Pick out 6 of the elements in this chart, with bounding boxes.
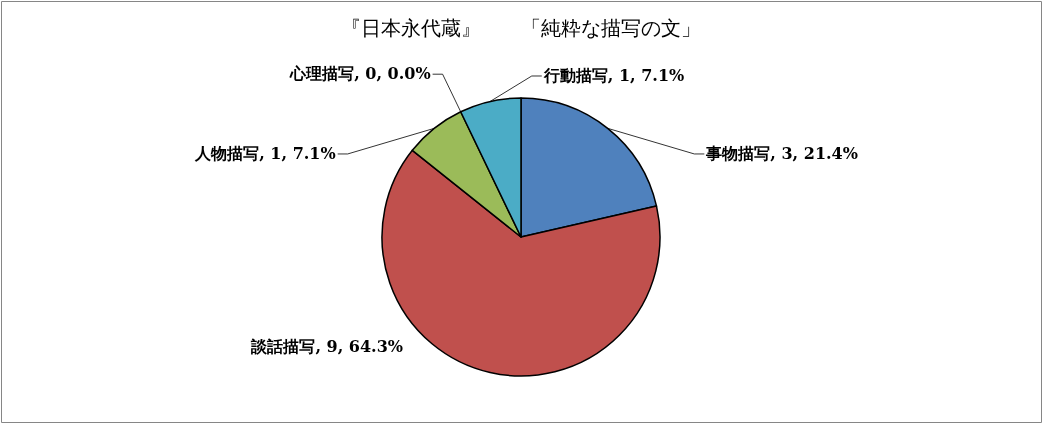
chart-title: 『日本永代蔵』 「純粋な描写の文」 [341,16,701,40]
category-label: 心理描写, 0, 0.0% [290,64,431,84]
slice-label: 談話描写, 9, 64.3% [250,337,404,356]
slice-label: 事物描写, 3, 21.4% [705,143,858,163]
slice-label: 行動描写, 1, 7.1% [542,65,685,85]
slice-label: 人物描写, 1, 7.1% [194,143,336,163]
